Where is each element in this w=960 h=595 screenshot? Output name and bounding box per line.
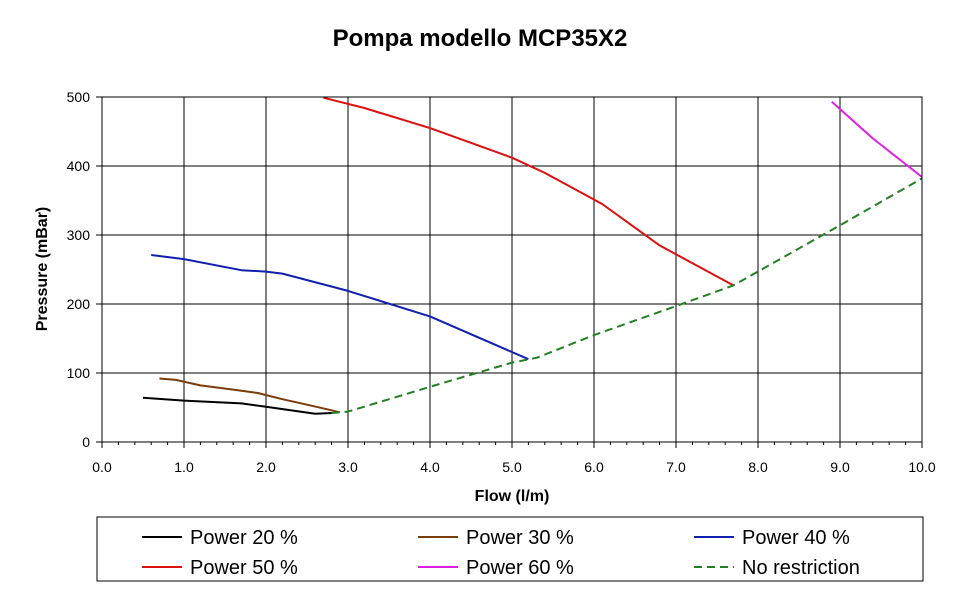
series-layer (142, 96, 923, 415)
series-line-power-30 (159, 377, 341, 414)
y-tick-label: 100 (67, 365, 91, 381)
legend-label: Power 30 % (466, 527, 574, 549)
legend-box (96, 516, 924, 582)
x-tick-label: 0.0 (92, 459, 112, 475)
grid (101, 96, 923, 443)
legend-label: No restriction (742, 557, 860, 579)
x-axis-label: Flow (l/m) (475, 488, 550, 505)
y-tick-label: 200 (67, 296, 91, 312)
y-tick-label: 400 (67, 158, 91, 174)
series-line-power-40 (151, 254, 529, 361)
x-tick-label: 5.0 (502, 459, 522, 475)
legend: Power 20 % Power 30 % Power 40 % Power 50 %… (142, 527, 860, 579)
x-tick-label: 2.0 (256, 459, 276, 475)
x-tick-label: 7.0 (666, 459, 686, 475)
y-tick-label: 500 (67, 89, 91, 105)
legend-label: Power 20 % (190, 527, 298, 549)
series-line-power-50 (323, 96, 734, 287)
legend-label: Power 60 % (466, 557, 574, 579)
y-tick-label: 0 (82, 434, 90, 450)
legend-label: Power 40 % (742, 527, 850, 549)
x-tick-label: 1.0 (174, 459, 194, 475)
y-axis-label: Pressure (mBar) (34, 207, 51, 332)
y-tick-label: 300 (67, 227, 91, 243)
series-line-power-60 (831, 101, 923, 178)
x-tick-label: 3.0 (338, 459, 358, 475)
x-tick-label: 8.0 (748, 459, 768, 475)
x-tick-label: 10.0 (908, 459, 935, 475)
legend-label: Power 50 % (190, 557, 298, 579)
chart-title: Pompa modello MCP35X2 (333, 25, 628, 52)
x-tick-label: 6.0 (584, 459, 604, 475)
x-tick-label: 4.0 (420, 459, 440, 475)
plot-area-frame (101, 96, 923, 443)
series-line-power-20 (142, 396, 332, 415)
x-tick-label: 9.0 (830, 459, 850, 475)
axes: 0.0 1.0 2.0 3.0 4.0 5.0 6.0 7.0 8.0 9.0 10.0 0 100 20… (67, 89, 936, 475)
series-line-no-restriction (331, 177, 923, 414)
